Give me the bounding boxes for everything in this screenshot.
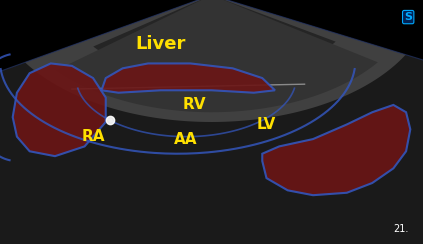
Polygon shape [13, 63, 106, 156]
Polygon shape [56, 0, 378, 112]
Text: 21.: 21. [393, 224, 408, 234]
Text: RV: RV [183, 97, 206, 112]
Polygon shape [25, 0, 406, 122]
Polygon shape [102, 63, 275, 93]
Text: S: S [404, 12, 412, 22]
Polygon shape [262, 105, 410, 195]
Polygon shape [93, 0, 336, 81]
Text: AA: AA [174, 132, 198, 147]
Text: RA: RA [81, 129, 105, 144]
Text: LV: LV [257, 117, 276, 132]
Text: Liver: Liver [135, 35, 186, 53]
